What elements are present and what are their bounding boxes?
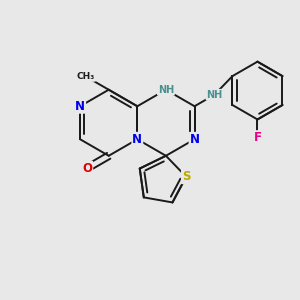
Text: N: N (132, 133, 142, 146)
Text: CH₃: CH₃ (77, 72, 95, 81)
Text: O: O (82, 162, 92, 175)
Text: N: N (190, 133, 200, 146)
Text: S: S (182, 170, 190, 183)
Text: F: F (254, 131, 262, 144)
Text: NH: NH (206, 90, 223, 100)
Text: N: N (75, 100, 85, 113)
Text: NH: NH (158, 85, 174, 95)
